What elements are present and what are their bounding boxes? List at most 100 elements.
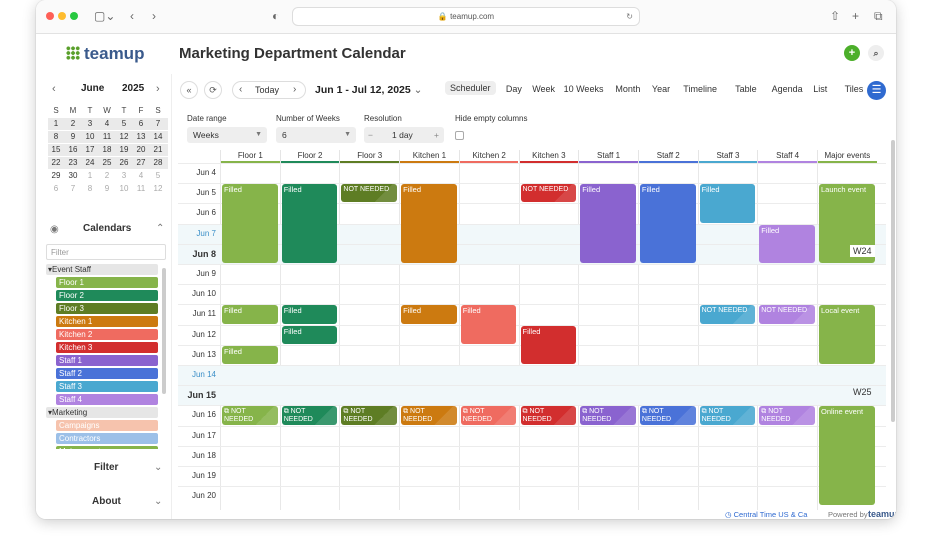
new-tab-icon[interactable]: + bbox=[852, 9, 860, 23]
event-block[interactable]: Filled bbox=[281, 184, 338, 263]
footer-brand[interactable]: teamup bbox=[868, 509, 896, 519]
view-tab-week[interactable]: Week bbox=[532, 84, 556, 94]
teamup-logo[interactable]: teamup bbox=[66, 44, 144, 64]
mini-cal-day[interactable]: 1 bbox=[87, 171, 93, 180]
calendar-item[interactable]: Staff 1 bbox=[56, 355, 158, 366]
mini-cal-day[interactable]: 12 bbox=[153, 184, 163, 193]
date-range-select[interactable]: Weeks ▼ bbox=[187, 127, 267, 143]
mini-cal-day[interactable]: 8 bbox=[53, 132, 59, 141]
column-header[interactable]: Floor 3 bbox=[339, 150, 399, 163]
search-icon[interactable]: ⌕ bbox=[868, 45, 884, 61]
mini-cal-day[interactable]: 6 bbox=[53, 184, 59, 193]
event-block[interactable]: ⧉ NOT NEEDED bbox=[699, 406, 756, 425]
collapse-sidebar-icon[interactable]: « bbox=[180, 81, 198, 99]
event-block[interactable]: ⧉ NOT NEEDED bbox=[460, 406, 517, 425]
mini-cal-day[interactable]: 10 bbox=[85, 132, 95, 141]
calendars-eye-icon[interactable]: ◉ bbox=[50, 224, 59, 235]
mini-cal-day[interactable]: 29 bbox=[51, 171, 61, 180]
view-tab-tiles[interactable]: Tiles bbox=[844, 84, 864, 94]
calendar-item[interactable]: Contractors bbox=[56, 433, 158, 444]
timezone-link[interactable]: ◷ Central Time US & Ca bbox=[725, 510, 808, 519]
column-header[interactable]: Floor 1 bbox=[220, 150, 280, 163]
view-tab-timeline[interactable]: Timeline bbox=[683, 84, 717, 94]
calendar-group[interactable]: ▾Event Staff bbox=[46, 264, 158, 275]
event-block[interactable]: Filled bbox=[639, 184, 696, 263]
grid-scrollbar[interactable] bbox=[891, 140, 895, 422]
menu-icon[interactable]: ☰ bbox=[867, 81, 886, 100]
mini-cal-day[interactable]: 13 bbox=[136, 132, 146, 141]
event-block[interactable]: Filled bbox=[222, 345, 278, 364]
num-weeks-select[interactable]: 6 ▼ bbox=[276, 127, 356, 143]
column-header[interactable]: Staff 4 bbox=[757, 150, 817, 163]
event-block[interactable]: NOT NEEDED bbox=[520, 184, 577, 203]
grid-row[interactable] bbox=[178, 223, 886, 244]
zoom-window-button[interactable] bbox=[70, 12, 78, 20]
grid-row[interactable] bbox=[178, 466, 886, 486]
view-tab-agenda[interactable]: Agenda bbox=[771, 84, 803, 94]
event-block[interactable]: Local event bbox=[819, 305, 875, 364]
event-block[interactable]: Filled bbox=[580, 184, 636, 263]
grid-row[interactable] bbox=[178, 284, 886, 304]
event-block[interactable]: Filled bbox=[460, 305, 517, 344]
mini-cal-day[interactable]: 9 bbox=[70, 132, 76, 141]
mini-cal-day[interactable]: 14 bbox=[153, 132, 163, 141]
view-tab-table[interactable]: Table bbox=[735, 84, 757, 94]
event-block[interactable]: Filled bbox=[699, 184, 756, 223]
event-block[interactable]: NOT NEEDED bbox=[759, 305, 815, 324]
event-block[interactable]: ⧉ NOT NEEDED bbox=[639, 406, 696, 425]
column-header[interactable]: Major events bbox=[817, 150, 877, 163]
mini-cal-day[interactable]: 3 bbox=[121, 171, 127, 180]
event-block[interactable]: Filled bbox=[281, 305, 338, 324]
event-block[interactable]: Filled bbox=[281, 325, 338, 344]
mini-cal-day[interactable]: 11 bbox=[102, 132, 112, 141]
mini-cal-day[interactable]: 4 bbox=[138, 171, 144, 180]
event-block[interactable]: ⧉ NOT NEEDED bbox=[281, 406, 338, 425]
calendar-item[interactable]: Kitchen 1 bbox=[56, 316, 158, 327]
event-block[interactable]: ⧉ NOT NEEDED bbox=[520, 406, 577, 425]
about-section[interactable]: About bbox=[92, 496, 121, 507]
event-block[interactable]: Filled bbox=[759, 224, 815, 263]
event-block[interactable]: ⧉ NOT NEEDED bbox=[580, 406, 636, 425]
collapse-calendars-icon[interactable]: ⌃ bbox=[156, 223, 165, 234]
forward-icon[interactable]: › bbox=[152, 9, 156, 23]
calendar-item[interactable]: Staff 4 bbox=[56, 394, 158, 405]
mini-cal-day[interactable]: 22 bbox=[51, 158, 61, 167]
grid-row[interactable] bbox=[178, 365, 886, 385]
decrease-icon[interactable]: − bbox=[368, 130, 373, 140]
grid-row[interactable] bbox=[178, 385, 886, 406]
minimize-window-button[interactable] bbox=[58, 12, 66, 20]
calendar-item[interactable]: Major events bbox=[56, 446, 158, 449]
mini-cal-day[interactable]: 24 bbox=[85, 158, 95, 167]
today-button[interactable]: Today bbox=[255, 85, 280, 95]
calendar-item[interactable]: Floor 3 bbox=[56, 303, 158, 314]
mini-cal-day[interactable]: 21 bbox=[153, 145, 163, 154]
event-block[interactable]: ⧉ NOT NEEDED bbox=[401, 406, 457, 425]
mini-cal-day[interactable]: 4 bbox=[104, 119, 110, 128]
mini-cal-day[interactable]: 7 bbox=[155, 119, 161, 128]
mini-cal-month[interactable]: June bbox=[81, 83, 105, 94]
grid-row[interactable] bbox=[178, 203, 886, 223]
column-header[interactable]: Floor 2 bbox=[279, 150, 340, 163]
filter-chevron-icon[interactable]: ⌄ bbox=[154, 462, 163, 473]
grid-row[interactable] bbox=[178, 243, 886, 264]
mini-cal-day[interactable]: 7 bbox=[70, 184, 76, 193]
grid-row[interactable] bbox=[178, 486, 886, 506]
grid-row[interactable] bbox=[178, 405, 886, 425]
mini-cal-day[interactable]: 5 bbox=[121, 119, 127, 128]
column-header[interactable]: Kitchen 1 bbox=[399, 150, 459, 163]
about-chevron-icon[interactable]: ⌄ bbox=[154, 496, 163, 507]
grid-row[interactable] bbox=[178, 445, 886, 466]
column-header[interactable]: Kitchen 2 bbox=[458, 150, 519, 163]
add-event-button[interactable]: + bbox=[844, 45, 860, 61]
mini-cal-day[interactable]: 17 bbox=[85, 145, 95, 154]
column-header[interactable]: Staff 3 bbox=[697, 150, 758, 163]
calendar-item[interactable]: Floor 2 bbox=[56, 290, 158, 301]
date-range-picker[interactable]: Jun 1 - Jul 12, 2025 ⌄ bbox=[315, 84, 422, 96]
resolution-stepper[interactable]: − 1 day + bbox=[364, 127, 444, 143]
event-block[interactable]: Filled bbox=[401, 184, 457, 263]
event-block[interactable]: Filled bbox=[222, 184, 278, 263]
event-block[interactable]: ⧉ NOT NEEDED bbox=[759, 406, 815, 425]
calendar-item[interactable]: Staff 3 bbox=[56, 381, 158, 392]
view-tab-month[interactable]: Month bbox=[615, 84, 641, 94]
mini-cal-day[interactable]: 23 bbox=[68, 158, 78, 167]
